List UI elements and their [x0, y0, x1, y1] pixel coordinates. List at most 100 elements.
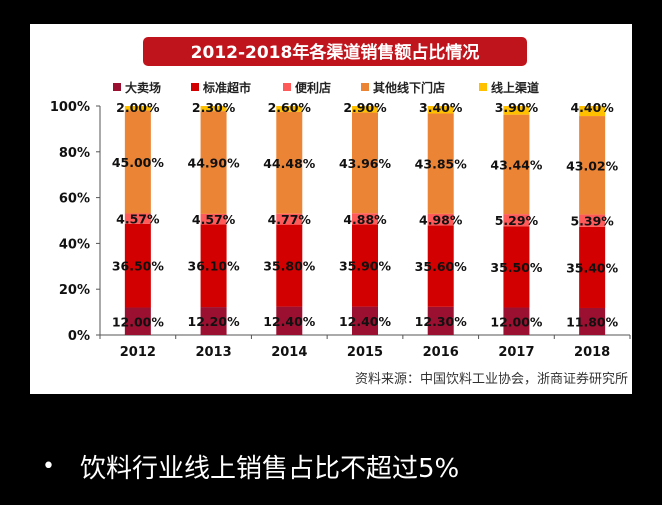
data-label: 12.30%: [415, 314, 468, 329]
chart-panel: 2012-2018年各渠道销售额占比情况大卖场 标准超市 便利店 其他线下门店 线上渠道…: [30, 24, 632, 394]
bar-segment-大卖场: [352, 306, 378, 335]
data-label: 12.00%: [490, 314, 543, 329]
data-label: 2.30%: [192, 100, 236, 115]
data-label: 12.40%: [263, 314, 316, 329]
legend-label: 便利店: [295, 80, 331, 95]
bar-segment-其他线下门店: [427, 113, 454, 214]
data-label: 36.10%: [188, 259, 241, 274]
x-tick-label: 2017: [498, 345, 534, 360]
data-label: 4.98%: [419, 213, 463, 228]
data-label: 11.80%: [566, 314, 619, 329]
bullet-text: 饮料行业线上销售占比不超过5%: [80, 454, 460, 484]
bar-segment-标准超市: [276, 224, 303, 307]
data-label: 43.02%: [566, 158, 619, 173]
bar-segment-便利店: [124, 213, 151, 224]
bar-segment-标准超市: [503, 226, 530, 308]
data-label: 5.29%: [495, 213, 539, 228]
bar-segment-大卖场: [276, 306, 303, 335]
data-label: 2.00%: [116, 100, 160, 115]
data-label: 44.48%: [263, 156, 316, 171]
data-label: 5.39%: [570, 214, 614, 229]
bar-segment-便利店: [503, 214, 530, 227]
bar-segment-大卖场: [427, 306, 454, 335]
bar-segment-线上渠道: [124, 106, 151, 111]
legend-swatch: [479, 83, 487, 91]
y-tick-label: 80%: [59, 146, 90, 161]
data-label: 43.44%: [490, 157, 543, 172]
bar-segment-便利店: [579, 214, 606, 227]
bullet-symbol: •: [42, 454, 55, 479]
bar-segment-线上渠道: [427, 106, 454, 114]
bar-segment-其他线下门店: [124, 110, 151, 214]
data-label: 36.50%: [112, 259, 165, 274]
bar-segment-线上渠道: [200, 106, 227, 112]
legend-swatch: [113, 83, 121, 91]
data-label: 2.60%: [268, 100, 312, 115]
x-tick-label: 2016: [423, 345, 459, 360]
legend-label: 其他线下门店: [373, 80, 445, 95]
data-label: 3.90%: [495, 100, 539, 115]
bar-segment-其他线下门店: [200, 111, 227, 214]
y-tick-label: 20%: [59, 283, 90, 298]
bar-segment-其他线下门店: [352, 112, 378, 214]
bar-segment-线上渠道: [503, 106, 530, 115]
bar-segment-线上渠道: [579, 106, 606, 117]
bar-segment-标准超市: [352, 224, 378, 307]
legend-label: 标准超市: [202, 80, 251, 95]
bar-segment-标准超市: [200, 224, 227, 308]
data-label: 35.90%: [339, 258, 392, 273]
bar-segment-大卖场: [579, 307, 606, 335]
bullet-point: • 饮料行业线上销售占比不超过5%: [42, 448, 459, 485]
legend-label: 大卖场: [125, 80, 161, 95]
chart-title: 2012-2018年各渠道销售额占比情况: [191, 42, 480, 63]
source-note: 资料来源：中国饮料工业协会，浙商证券研究所: [355, 371, 628, 387]
bar-segment-便利店: [276, 213, 303, 225]
data-label: 43.96%: [339, 156, 392, 171]
x-tick-label: 2013: [195, 345, 231, 360]
bar-segment-大卖场: [503, 307, 530, 335]
bar-segment-大卖场: [124, 307, 151, 335]
legend-label: 线上渠道: [491, 80, 539, 95]
bar-segment-标准超市: [427, 225, 454, 307]
title-bar: [143, 37, 527, 66]
data-label: 12.20%: [188, 314, 241, 329]
legend-swatch: [283, 83, 291, 91]
data-label: 35.80%: [263, 259, 316, 274]
bar-segment-大卖场: [200, 307, 227, 335]
y-tick-label: 100%: [50, 100, 90, 115]
bar-segment-其他线下门店: [503, 114, 530, 215]
bar-segment-便利店: [427, 213, 454, 226]
data-label: 35.60%: [415, 259, 468, 274]
bar-segment-其他线下门店: [276, 111, 303, 214]
legend-swatch: [361, 83, 369, 91]
y-tick-label: 40%: [59, 237, 90, 252]
x-tick-label: 2015: [347, 345, 383, 360]
data-label: 12.40%: [339, 314, 392, 329]
data-label: 4.40%: [570, 100, 614, 115]
bar-segment-线上渠道: [352, 106, 378, 113]
y-tick-label: 60%: [59, 192, 90, 207]
legend-swatch: [191, 83, 199, 91]
data-label: 35.40%: [566, 260, 619, 275]
x-tick-label: 2018: [574, 345, 610, 360]
y-tick-label: 0%: [68, 329, 90, 344]
bar-segment-其他线下门店: [579, 116, 606, 215]
data-label: 45.00%: [112, 155, 165, 170]
data-label: 2.90%: [343, 100, 387, 115]
data-label: 35.50%: [490, 260, 543, 275]
data-label: 43.85%: [415, 157, 468, 172]
data-label: 4.57%: [116, 212, 160, 227]
data-label: 4.88%: [343, 212, 387, 227]
bar-segment-标准超市: [124, 223, 151, 308]
bar-segment-便利店: [352, 213, 378, 225]
x-tick-label: 2012: [120, 345, 156, 360]
bar-segment-线上渠道: [276, 106, 303, 112]
data-label: 4.77%: [268, 212, 312, 227]
data-label: 4.57%: [192, 212, 236, 227]
data-label: 44.90%: [188, 156, 241, 171]
data-label: 3.40%: [419, 100, 463, 115]
data-label: 12.00%: [112, 314, 165, 329]
bar-segment-标准超市: [579, 226, 606, 308]
bar-segment-便利店: [200, 213, 227, 225]
